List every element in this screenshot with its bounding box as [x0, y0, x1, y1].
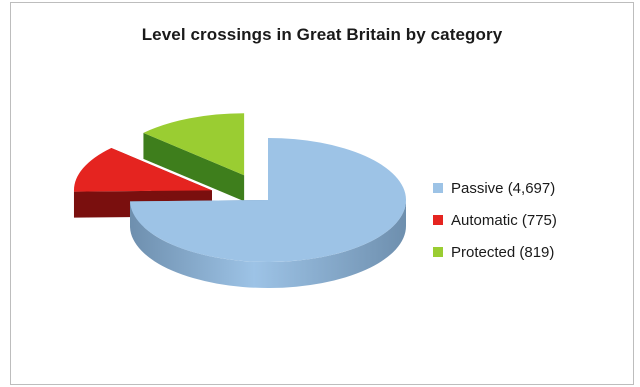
legend-label-passive: Passive (4,697) — [451, 179, 556, 197]
slice-wall-passive-0 — [130, 200, 407, 288]
slice-protected — [143, 113, 245, 176]
legend-swatch-automatic — [433, 215, 443, 225]
legend-swatch-passive — [433, 183, 443, 193]
slice-side-protected-0 — [143, 132, 245, 202]
slice-automatic — [73, 147, 212, 192]
legend-label-automatic: Automatic (775) — [451, 211, 557, 229]
legend-label-protected: Protected (819) — [451, 243, 555, 261]
legend-item-protected: Protected (819) — [433, 243, 557, 261]
slice-passive — [130, 138, 407, 262]
chart-title: Level crossings in Great Britain by cate… — [141, 25, 503, 44]
legend-item-automatic: Automatic (775) — [433, 211, 557, 229]
legend: Passive (4,697) Automatic (775) Protecte… — [433, 179, 557, 275]
legend-item-passive: Passive (4,697) — [433, 179, 557, 197]
legend-swatch-protected — [433, 247, 443, 257]
